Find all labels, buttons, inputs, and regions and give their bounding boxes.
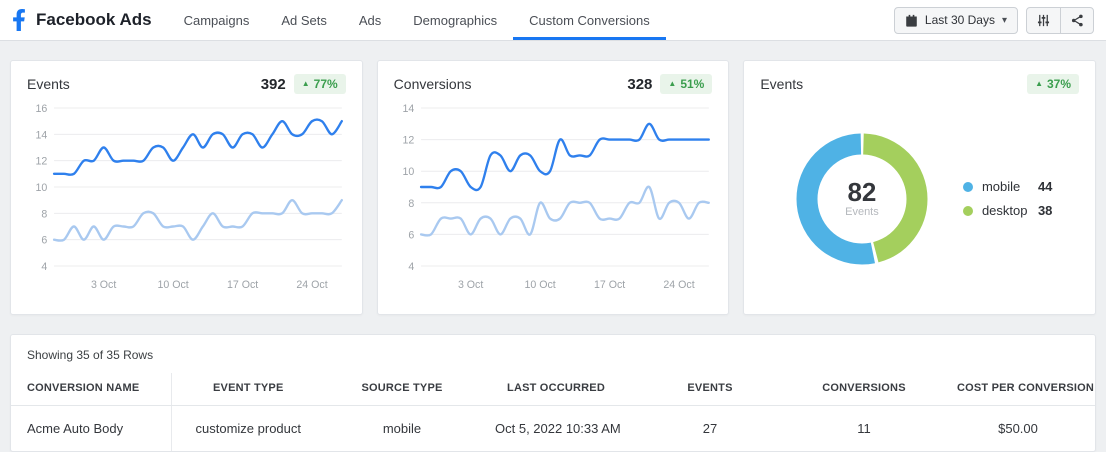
svg-text:14: 14 [35,129,47,141]
date-range-label: Last 30 Days [924,13,995,27]
toolbar-button-group [1026,6,1094,34]
column-header-event-type[interactable]: EVENT TYPE [171,373,325,406]
conversions-line-chart: 4 6 8 10 12 14 3 Oct 10 Oct 17 Oct 24 Oct [394,96,713,301]
events-line-card: Events 392 ▲ 77% 4 6 8 10 12 14 16 3 Oct 10 Oct 1… [10,60,363,315]
share-button[interactable] [1060,7,1093,33]
svg-text:17 Oct: 17 Oct [227,279,258,291]
legend-value: 38 [1037,203,1053,218]
trend-up-icon: ▲ [668,79,677,88]
conversions-line-card: Conversions 328 ▲ 51% 4 6 8 10 12 14 3 Oct 10 O… [376,60,730,315]
table-cell: 27 [702,421,718,436]
svg-text:10 Oct: 10 Oct [157,279,188,291]
column-header-conversion-name[interactable]: CONVERSION NAME [11,373,172,406]
table-cell: mobile [382,421,422,436]
svg-text:10 Oct: 10 Oct [524,279,555,291]
change-badge: ▲ 51% [660,74,713,94]
svg-text:12: 12 [35,156,47,168]
svg-text:24 Oct: 24 Oct [663,279,694,291]
facebook-logo-icon [12,0,26,40]
card-title: Events [27,76,70,92]
legend-value: 44 [1037,179,1053,194]
svg-text:8: 8 [408,198,414,210]
header-controls: Last 30 Days ▾ [893,0,1094,40]
calendar-icon [905,14,918,27]
table-row[interactable]: Acme Auto Body customize product mobile Oct… [11,405,1095,451]
events-line-chart: 4 6 8 10 12 14 16 3 Oct 10 Oct 17 Oct 24 Oct [27,96,346,301]
table-row-count: Showing 35 of 35 Rows [27,348,154,362]
sliders-icon [1036,13,1051,28]
column-header-cost-per-conversion[interactable]: COST PER CONVERSION [941,373,1095,406]
legend-dot-icon [962,205,973,216]
card-title: Events [760,76,804,92]
dashboard-main: Events 392 ▲ 77% 4 6 8 10 12 14 16 3 Oct 10 Oct 1… [0,41,1106,452]
conversions-table-card: Showing 35 of 35 Rows CONVERSION NAME EVE… [10,334,1096,452]
change-badge: ▲ 37% [1027,74,1080,94]
column-header-source-type[interactable]: SOURCE TYPE [325,373,479,406]
metric-value: 328 [627,75,653,93]
svg-text:4: 4 [408,261,414,273]
column-header-last-occurred[interactable]: LAST OCCURRED [479,373,633,406]
events-donut-body: 82 Events mobile 44 desktop 38 [760,96,1079,301]
trend-up-icon: ▲ [301,79,310,88]
events-donut-card: Events ▲ 37% 82 Events mobile 44 desktop 38 [743,60,1097,315]
change-badge: ▲ 77% [293,74,346,94]
legend-item-mobile[interactable]: mobile 44 [962,179,1053,194]
svg-text:3 Oct: 3 Oct [458,279,483,291]
share-icon [1070,13,1085,28]
legend-item-desktop[interactable]: desktop 38 [962,203,1053,218]
column-header-conversions[interactable]: CONVERSIONS [787,373,941,406]
metric-value: 392 [260,75,286,93]
svg-text:14: 14 [402,103,414,115]
svg-text:24 Oct: 24 Oct [296,279,327,291]
caret-down-icon: ▾ [1001,14,1007,26]
svg-text:10: 10 [35,182,47,194]
events-donut-chart: 82 Events [787,124,937,274]
charts-row: Events 392 ▲ 77% 4 6 8 10 12 14 16 3 Oct 10 Oct 1… [10,60,1097,315]
svg-text:10: 10 [402,166,414,178]
svg-text:12: 12 [402,134,414,146]
nav-tab-campaigns[interactable]: Campaigns [183,12,250,28]
svg-text:8: 8 [41,208,47,220]
trend-up-icon: ▲ [1035,79,1043,88]
change-percent: 51% [680,77,705,91]
svg-text:16: 16 [35,103,47,115]
card-title: Conversions [393,76,472,92]
nav-tab-demographics[interactable]: Demographics [413,12,498,28]
svg-text:3 Oct: 3 Oct [91,279,116,291]
conversions-table: CONVERSION NAME EVENT TYPE SOURCE TYPE LAST… [11,373,1095,451]
svg-text:6: 6 [41,235,47,247]
legend-label: desktop [981,203,1028,218]
nav-tab-ads[interactable]: Ads [358,12,382,28]
donut-legend: mobile 44 desktop 38 [962,179,1053,218]
nav-tab-ad-sets[interactable]: Ad Sets [281,12,327,28]
table-cell: customize product [195,421,302,436]
svg-text:6: 6 [408,229,414,241]
change-percent: 37% [1046,77,1072,91]
table-cell: Oct 5, 2022 10:33 AM [495,421,621,436]
table-cell: 11 [857,421,871,436]
filter-button[interactable] [1027,8,1060,33]
change-percent: 77% [313,77,338,91]
legend-label: mobile [981,179,1021,194]
app-header: Facebook Ads Campaigns Ad Sets Ads Demograp… [0,0,1106,41]
column-header-events[interactable]: EVENTS [633,373,787,406]
svg-text:4: 4 [41,261,47,273]
table-cell: $50.00 [998,421,1038,436]
svg-text:17 Oct: 17 Oct [594,279,625,291]
page-title: Facebook Ads [36,10,152,29]
main-nav: Campaigns Ad Sets Ads Demographics Custom Co… [168,0,666,40]
date-range-button[interactable]: Last 30 Days ▾ [893,6,1018,34]
legend-dot-icon [962,181,973,192]
nav-tab-custom-conversions[interactable]: Custom Conversions [513,0,666,40]
table-cell: Acme Auto Body [11,405,172,451]
